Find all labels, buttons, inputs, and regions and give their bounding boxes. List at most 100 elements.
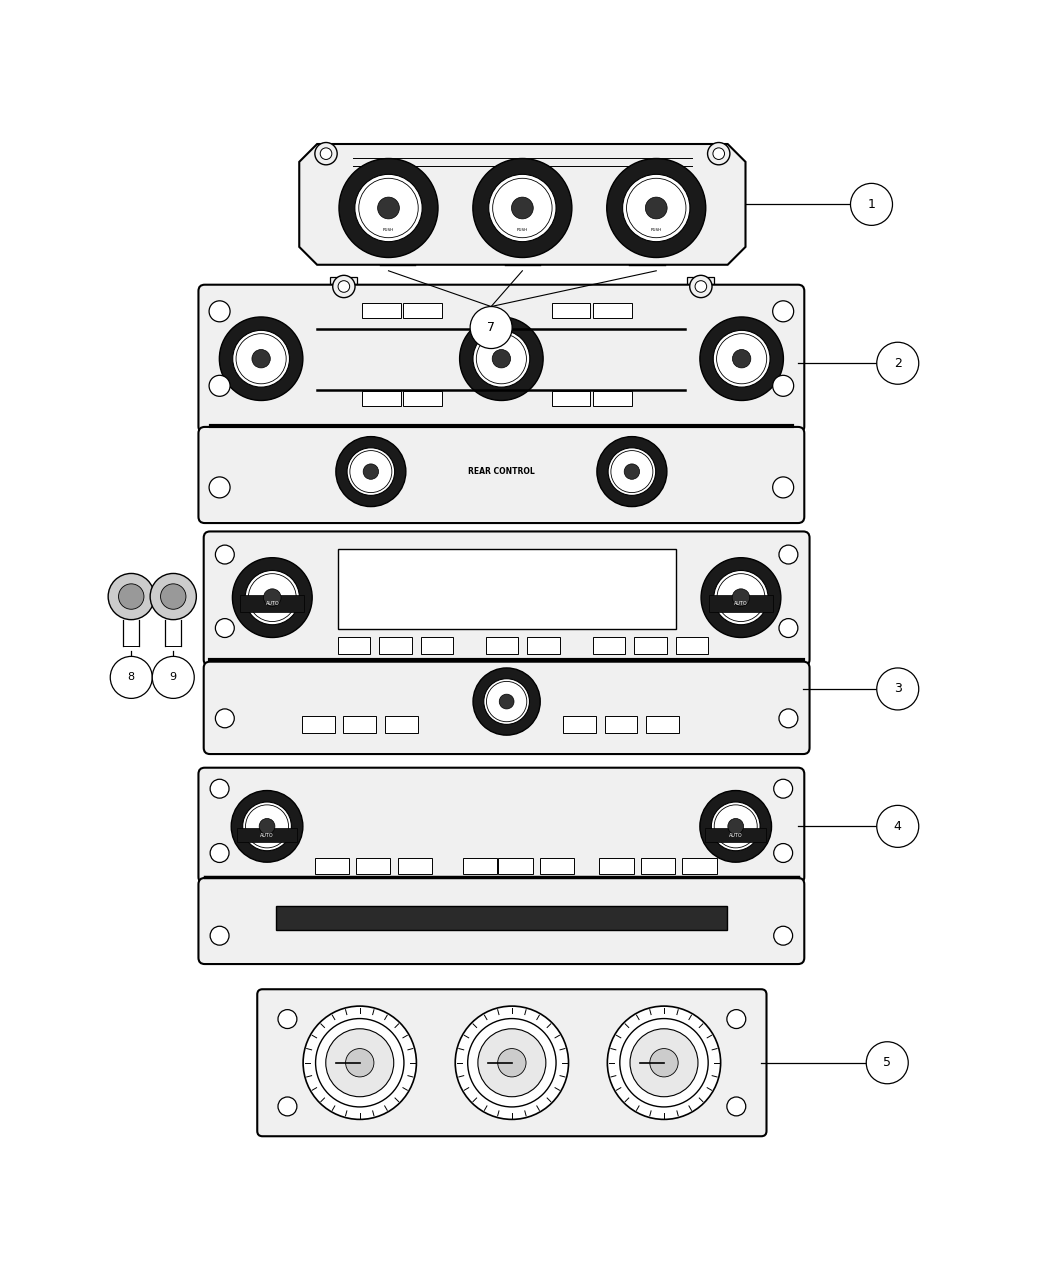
- Bar: [403, 391, 442, 407]
- Circle shape: [488, 175, 556, 242]
- Circle shape: [363, 464, 379, 479]
- Circle shape: [477, 334, 526, 384]
- Circle shape: [611, 450, 653, 492]
- Bar: [331, 277, 357, 295]
- Circle shape: [727, 1096, 745, 1116]
- Circle shape: [646, 198, 667, 219]
- Text: PUSH: PUSH: [651, 228, 662, 232]
- Bar: [486, 638, 519, 654]
- Circle shape: [607, 1006, 720, 1119]
- Circle shape: [350, 450, 392, 492]
- Circle shape: [714, 805, 757, 848]
- Circle shape: [326, 1029, 394, 1096]
- Circle shape: [850, 184, 892, 226]
- Text: PUSH: PUSH: [383, 228, 394, 232]
- Circle shape: [700, 790, 772, 862]
- Circle shape: [499, 694, 514, 709]
- Bar: [605, 717, 637, 733]
- Circle shape: [236, 334, 287, 384]
- Bar: [362, 391, 400, 407]
- Circle shape: [246, 805, 289, 848]
- Bar: [379, 638, 412, 654]
- Circle shape: [110, 657, 152, 699]
- Circle shape: [877, 342, 919, 384]
- Circle shape: [620, 1019, 708, 1107]
- Circle shape: [336, 436, 406, 506]
- Bar: [398, 858, 432, 875]
- Bar: [236, 829, 297, 842]
- Circle shape: [877, 668, 919, 710]
- Circle shape: [866, 1042, 908, 1084]
- Circle shape: [773, 375, 794, 397]
- Circle shape: [627, 179, 686, 237]
- Text: PUSH: PUSH: [517, 228, 528, 232]
- Circle shape: [608, 448, 655, 496]
- Circle shape: [472, 668, 541, 736]
- Text: 2: 2: [894, 357, 902, 370]
- Circle shape: [492, 349, 510, 368]
- Circle shape: [108, 574, 154, 620]
- Polygon shape: [299, 144, 746, 265]
- Circle shape: [278, 1010, 297, 1029]
- Text: 7: 7: [487, 321, 496, 334]
- Circle shape: [486, 681, 527, 722]
- Bar: [676, 638, 709, 654]
- Bar: [709, 595, 773, 612]
- FancyBboxPatch shape: [204, 662, 810, 754]
- Circle shape: [733, 349, 751, 368]
- Circle shape: [209, 375, 230, 397]
- Circle shape: [245, 570, 299, 625]
- Circle shape: [690, 275, 712, 297]
- Text: REAR CONTROL: REAR CONTROL: [468, 467, 534, 476]
- Bar: [356, 858, 391, 875]
- Circle shape: [728, 819, 743, 834]
- Bar: [552, 303, 590, 317]
- Bar: [688, 277, 714, 295]
- Circle shape: [472, 158, 572, 258]
- Circle shape: [259, 819, 275, 834]
- Circle shape: [119, 584, 144, 609]
- FancyBboxPatch shape: [257, 989, 766, 1136]
- Circle shape: [716, 334, 766, 384]
- Circle shape: [774, 779, 793, 798]
- Circle shape: [623, 175, 690, 242]
- Circle shape: [264, 589, 281, 607]
- Circle shape: [210, 779, 229, 798]
- Bar: [343, 717, 376, 733]
- Circle shape: [150, 574, 196, 620]
- Bar: [385, 717, 418, 733]
- Bar: [276, 907, 727, 931]
- Circle shape: [359, 179, 418, 237]
- Circle shape: [624, 464, 639, 479]
- Bar: [706, 829, 766, 842]
- Circle shape: [456, 1006, 568, 1119]
- Bar: [646, 717, 678, 733]
- Circle shape: [161, 584, 186, 609]
- Text: 1: 1: [867, 198, 876, 210]
- Circle shape: [779, 546, 798, 564]
- Circle shape: [779, 709, 798, 728]
- Circle shape: [316, 1019, 404, 1107]
- Bar: [421, 638, 454, 654]
- Bar: [499, 858, 532, 875]
- Circle shape: [773, 477, 794, 499]
- Text: 4: 4: [894, 820, 902, 833]
- Circle shape: [232, 557, 312, 638]
- Circle shape: [607, 158, 706, 258]
- Circle shape: [243, 802, 292, 850]
- Bar: [240, 595, 304, 612]
- Bar: [463, 858, 498, 875]
- Circle shape: [320, 148, 332, 159]
- Circle shape: [470, 306, 512, 348]
- Bar: [640, 858, 675, 875]
- Circle shape: [215, 618, 234, 638]
- Circle shape: [338, 280, 350, 292]
- Text: 9: 9: [170, 672, 176, 682]
- Circle shape: [215, 546, 234, 564]
- Text: 5: 5: [883, 1056, 891, 1070]
- Circle shape: [249, 574, 296, 621]
- Circle shape: [630, 1029, 698, 1096]
- Bar: [337, 550, 676, 629]
- Circle shape: [378, 198, 399, 219]
- Bar: [592, 638, 626, 654]
